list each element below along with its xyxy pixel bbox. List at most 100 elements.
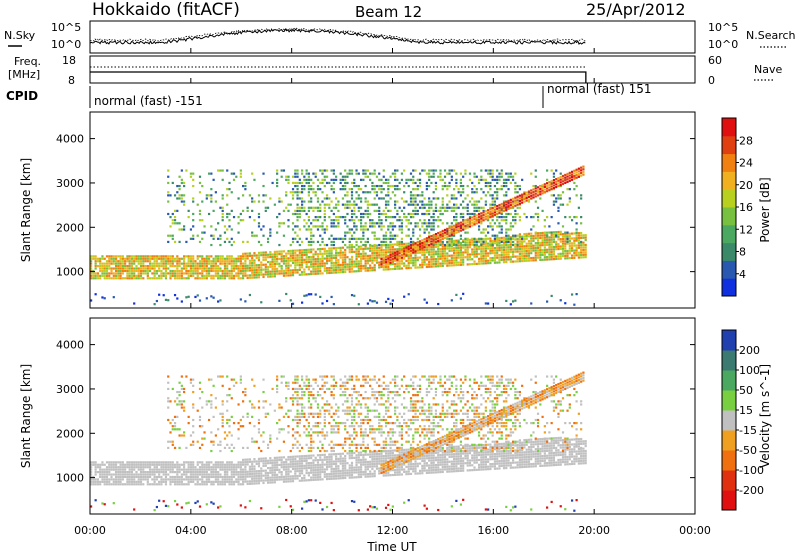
power-point [418,228,422,231]
velocity-point [232,473,236,476]
power-point [139,277,143,280]
power-point [230,237,233,240]
power-point [167,299,170,302]
power-point [516,240,519,243]
velocity-point [219,468,222,471]
power-point [570,256,574,260]
power-point [242,194,245,197]
power-point [448,237,451,240]
power-point [162,257,165,260]
power-point [373,203,376,206]
power-point [294,271,297,274]
power-point [144,269,147,273]
velocity-point [137,463,140,466]
power-point [239,172,242,175]
velocity-point [112,463,115,466]
velocity-point [178,394,181,397]
velocity-point [101,473,104,476]
power-point [434,250,438,253]
power-point [500,225,503,228]
power-point [230,255,233,258]
power-point [412,259,415,262]
velocity-point [126,483,129,486]
power-point [505,248,508,251]
power-point [278,270,281,273]
freq-trace [90,71,587,83]
power-point [314,219,317,222]
power-point [210,172,213,175]
power-point [264,270,267,274]
velocity-point [210,406,213,409]
power-point [502,246,506,249]
power-point [180,181,183,185]
velocity-point [285,460,288,464]
power-point [391,243,394,246]
power-point [180,300,183,303]
power-point [219,262,222,265]
power-point [403,215,406,219]
power-point [480,262,483,265]
power-point [466,231,469,234]
power-point [212,209,215,212]
power-point [432,212,435,216]
velocity-point [228,468,231,471]
power-point [194,277,197,280]
velocity-point [221,384,224,387]
power-point [546,190,549,193]
power-point [260,251,263,254]
power-point [364,257,367,260]
power-point [389,209,392,212]
power-point [405,254,408,257]
power-point [430,206,433,209]
power-point [296,209,299,212]
power-point [505,172,508,175]
power-point [162,264,165,268]
power-point [382,212,385,216]
power-point [189,257,193,260]
power-point [235,175,238,178]
nsky-trace [89,28,586,45]
power-point [296,259,299,262]
power-point [257,251,261,254]
power-point [453,194,456,197]
power-point [341,215,345,219]
power-point [230,172,233,175]
power-point [568,215,571,219]
power-point [285,264,288,267]
power-point [378,178,381,181]
power-point [532,234,535,238]
velocity-point [90,478,93,481]
velocity-point [121,475,124,479]
power-point [394,215,397,219]
power-point [491,207,494,210]
power-point [536,191,540,194]
power-point [459,258,463,262]
power-point [282,262,286,265]
velocity-point [255,440,258,443]
power-point [221,262,224,265]
power-point [487,209,490,212]
power-point [462,223,465,226]
power-point [128,262,131,265]
power-point [514,255,517,258]
power-point [459,263,463,266]
power-point [330,254,333,257]
velocity-point [219,475,222,479]
power-point [412,256,415,260]
power-point [239,267,242,270]
power-point [564,176,567,179]
velocity-point [151,468,154,471]
power-point [378,249,381,252]
power-point [335,175,338,178]
power-point [276,172,279,175]
power-point [350,250,354,254]
power-point [425,301,428,304]
power-point [294,261,297,264]
power-point [242,262,245,265]
power-point [276,178,279,181]
power-point [294,184,297,188]
power-point [521,193,524,196]
velocity-point [183,461,186,464]
power-point [192,184,195,188]
velocity-point [205,473,208,476]
